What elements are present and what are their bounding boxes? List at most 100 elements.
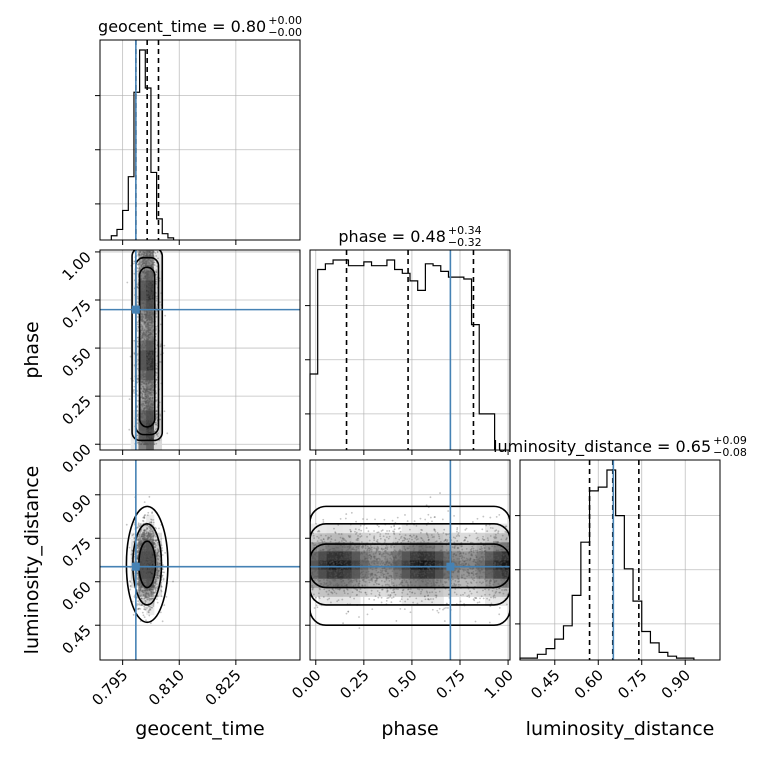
sample-point bbox=[148, 558, 151, 561]
sample-point bbox=[156, 558, 159, 561]
sample-point bbox=[150, 578, 153, 581]
sample-point bbox=[146, 361, 148, 364]
sample-point bbox=[143, 360, 146, 363]
sample-point bbox=[141, 578, 144, 581]
sample-point bbox=[143, 556, 146, 559]
sample-point bbox=[143, 554, 146, 556]
sample-point bbox=[144, 271, 147, 274]
sample-point bbox=[148, 366, 151, 368]
sample-point bbox=[146, 589, 149, 592]
sample-point bbox=[143, 616, 146, 619]
density-cell bbox=[435, 550, 444, 561]
sample-point bbox=[141, 369, 144, 371]
sample-point bbox=[420, 590, 423, 593]
sample-point bbox=[146, 563, 149, 566]
sample-point bbox=[150, 406, 153, 409]
sample-point bbox=[143, 285, 146, 287]
sample-point bbox=[141, 392, 144, 395]
sample-point bbox=[138, 423, 141, 426]
sample-point bbox=[138, 443, 140, 446]
sample-point bbox=[152, 586, 155, 589]
sample-point bbox=[144, 354, 147, 356]
density-cell bbox=[401, 596, 411, 606]
sample-point bbox=[149, 536, 152, 539]
sample-point bbox=[140, 329, 143, 332]
density-cell bbox=[460, 550, 469, 561]
sample-point bbox=[140, 420, 143, 422]
sample-point bbox=[152, 329, 155, 332]
sample-point bbox=[151, 294, 153, 296]
sample-point bbox=[141, 374, 144, 377]
sample-point bbox=[139, 564, 142, 567]
sample-point bbox=[142, 262, 145, 265]
sample-point bbox=[140, 567, 143, 570]
sample-point bbox=[142, 562, 145, 565]
sample-point bbox=[144, 286, 147, 289]
sample-point bbox=[146, 399, 149, 402]
sample-point bbox=[141, 353, 144, 356]
sample-point bbox=[152, 563, 155, 566]
sample-point bbox=[140, 346, 143, 349]
sample-point bbox=[143, 273, 146, 275]
sample-point bbox=[151, 550, 154, 553]
sample-point bbox=[142, 570, 145, 573]
sample-point bbox=[150, 567, 153, 570]
density-cell bbox=[368, 541, 378, 552]
sample-point bbox=[150, 315, 153, 318]
sample-point bbox=[143, 321, 146, 323]
sample-point bbox=[357, 564, 360, 567]
sample-point bbox=[144, 589, 147, 592]
sample-point bbox=[318, 551, 321, 554]
sample-point bbox=[151, 331, 154, 333]
sample-point bbox=[156, 541, 159, 544]
sample-point bbox=[148, 582, 151, 585]
sample-point bbox=[140, 539, 142, 542]
sample-point bbox=[145, 299, 148, 302]
sample-point bbox=[155, 433, 158, 436]
sample-point bbox=[142, 291, 145, 294]
density-cell bbox=[146, 360, 155, 371]
sample-point bbox=[143, 575, 146, 578]
sample-point bbox=[148, 556, 151, 559]
sample-point bbox=[143, 571, 146, 574]
sample-point bbox=[146, 536, 149, 539]
sample-point bbox=[156, 433, 158, 435]
sample-point bbox=[147, 551, 150, 554]
sample-point bbox=[147, 532, 150, 535]
sample-point bbox=[143, 535, 146, 538]
sample-point bbox=[151, 413, 154, 416]
sample-point bbox=[150, 577, 153, 580]
sample-point bbox=[149, 569, 152, 571]
sample-point bbox=[505, 576, 507, 579]
sample-point bbox=[144, 313, 147, 316]
sample-point bbox=[144, 422, 147, 425]
sample-point bbox=[361, 545, 364, 548]
sample-point bbox=[151, 427, 154, 429]
density-cell bbox=[501, 550, 510, 561]
sample-point bbox=[154, 540, 157, 542]
sample-point bbox=[162, 577, 165, 580]
sample-point bbox=[150, 394, 152, 397]
sample-point bbox=[145, 282, 148, 285]
sample-point bbox=[149, 551, 152, 553]
sample-point bbox=[142, 374, 145, 376]
sample-point bbox=[150, 391, 153, 394]
sample-point bbox=[156, 355, 158, 358]
sample-point bbox=[144, 280, 147, 283]
sample-point bbox=[151, 410, 154, 413]
sample-point bbox=[143, 259, 145, 262]
sample-point bbox=[468, 552, 470, 554]
sample-point bbox=[157, 572, 160, 575]
sample-point bbox=[145, 260, 148, 263]
sample-point bbox=[412, 549, 415, 552]
sample-point bbox=[336, 600, 339, 603]
sample-point bbox=[151, 342, 153, 345]
sample-point bbox=[145, 573, 148, 576]
sample-point bbox=[140, 443, 143, 446]
sample-point bbox=[155, 571, 158, 574]
sample-point bbox=[144, 443, 147, 446]
sample-point bbox=[143, 567, 146, 570]
sample-point bbox=[149, 392, 152, 395]
density-cell bbox=[343, 578, 353, 588]
sample-point bbox=[143, 561, 146, 563]
